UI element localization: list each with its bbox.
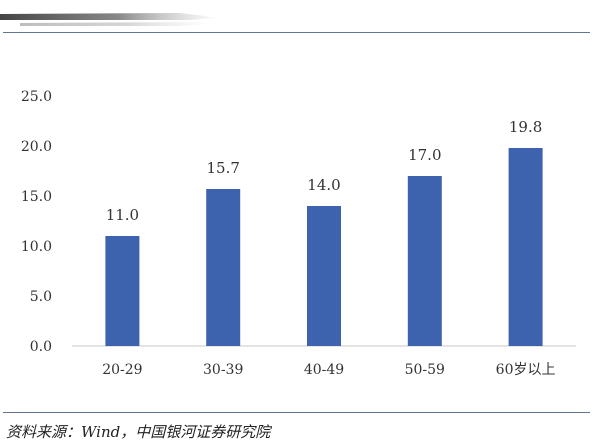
bar [407, 176, 442, 346]
header-brush-stroke [0, 13, 215, 26]
header-rule [3, 32, 590, 33]
y-axis-labels: 0.0 5.0 10.0 15.0 20.0 25.0 [21, 89, 52, 355]
bar [508, 148, 543, 346]
x-tick-label: 60岁以上 [496, 362, 556, 378]
y-tick-label: 20.0 [21, 139, 52, 155]
bar-value-labels: 11.0 15.7 14.0 17.0 19.8 [106, 118, 543, 224]
footer-rule [3, 412, 590, 413]
x-axis-labels: 20-29 30-39 40-49 50-59 60岁以上 [102, 362, 555, 378]
y-tick-label: 15.0 [21, 189, 52, 205]
bar-value-label: 15.7 [206, 159, 239, 177]
y-tick-label: 5.0 [30, 289, 52, 305]
y-tick-label: 0.0 [30, 339, 52, 355]
bar [206, 189, 241, 346]
bars [105, 148, 543, 346]
bar-value-label: 17.0 [408, 146, 441, 164]
bar-value-label: 14.0 [307, 176, 340, 194]
bar [105, 236, 140, 346]
bar-value-label: 19.8 [509, 118, 542, 136]
y-tick-label: 25.0 [21, 89, 52, 105]
x-tick-label: 20-29 [102, 362, 142, 378]
x-tick-label: 30-39 [203, 362, 243, 378]
x-tick-label: 40-49 [304, 362, 344, 378]
bar [307, 206, 341, 346]
source-note: 资料来源：Wind，中国银河证券研究院 [6, 423, 271, 441]
bar-value-label: 11.0 [106, 206, 139, 224]
x-tick-label: 50-59 [405, 362, 445, 378]
y-tick-label: 10.0 [21, 239, 52, 255]
